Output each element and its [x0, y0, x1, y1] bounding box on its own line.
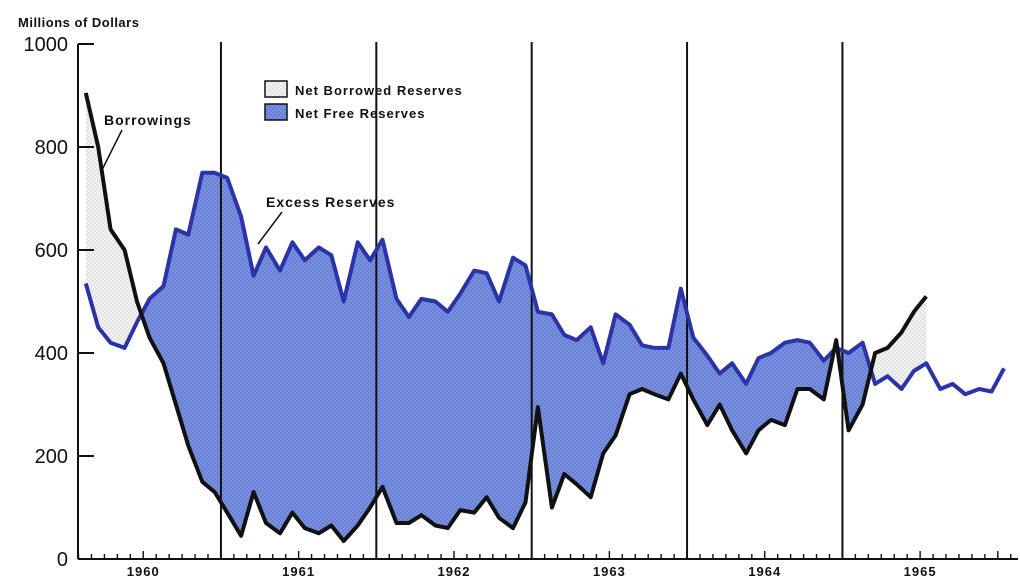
y-tick-label-0: 0 [57, 549, 68, 571]
legend-label-net-free: Net Free Reserves [295, 106, 425, 121]
annotation-borrowings: Borrowings [104, 112, 192, 128]
legend-swatch-net-borrowed [264, 80, 288, 98]
legend-label-net-borrowed: Net Borrowed Reserves [295, 83, 463, 98]
legend-swatch-net-free [264, 103, 288, 121]
axes: 0 200 400 600 800 1000 1960 1961 1962 1963 1964 196… [24, 34, 1018, 579]
y-tick-label-1: 200 [35, 446, 68, 468]
series-line-borrowings [83, 92, 928, 543]
plot-area [83, 42, 1006, 559]
x-tick-label-3: 1963 [593, 564, 626, 578]
annotation-excess-reserves: Excess Reserves [266, 194, 395, 210]
net-borrowed-reserves-area-2 [870, 296, 927, 389]
x-tick-label-4: 1964 [748, 564, 781, 578]
x-tick-label-0: 1960 [127, 564, 160, 578]
y-tick-label-4: 800 [35, 137, 68, 159]
y-axis-label: Millions of Dollars [18, 15, 139, 30]
net-borrowed-reserves-area-0 [85, 92, 142, 348]
y-tick-label-3: 600 [35, 240, 68, 262]
y-tick-label-2: 400 [35, 343, 68, 365]
x-tick-label-5: 1965 [904, 564, 937, 578]
annotation-excess-leader [257, 211, 283, 245]
net-free-reserves-area-0 [141, 172, 835, 542]
annotation-borrowings-leader [101, 129, 123, 171]
x-tick-label-1: 1961 [282, 564, 315, 578]
y-tick-label-5: 1000 [24, 34, 69, 56]
x-tick-label-2: 1962 [438, 564, 471, 578]
annotations: Borrowings Excess Reserves [101, 112, 395, 245]
series-line-excess-reserves [83, 170, 1006, 397]
legend: Net Borrowed Reserves Net Free Reserves [264, 80, 463, 121]
